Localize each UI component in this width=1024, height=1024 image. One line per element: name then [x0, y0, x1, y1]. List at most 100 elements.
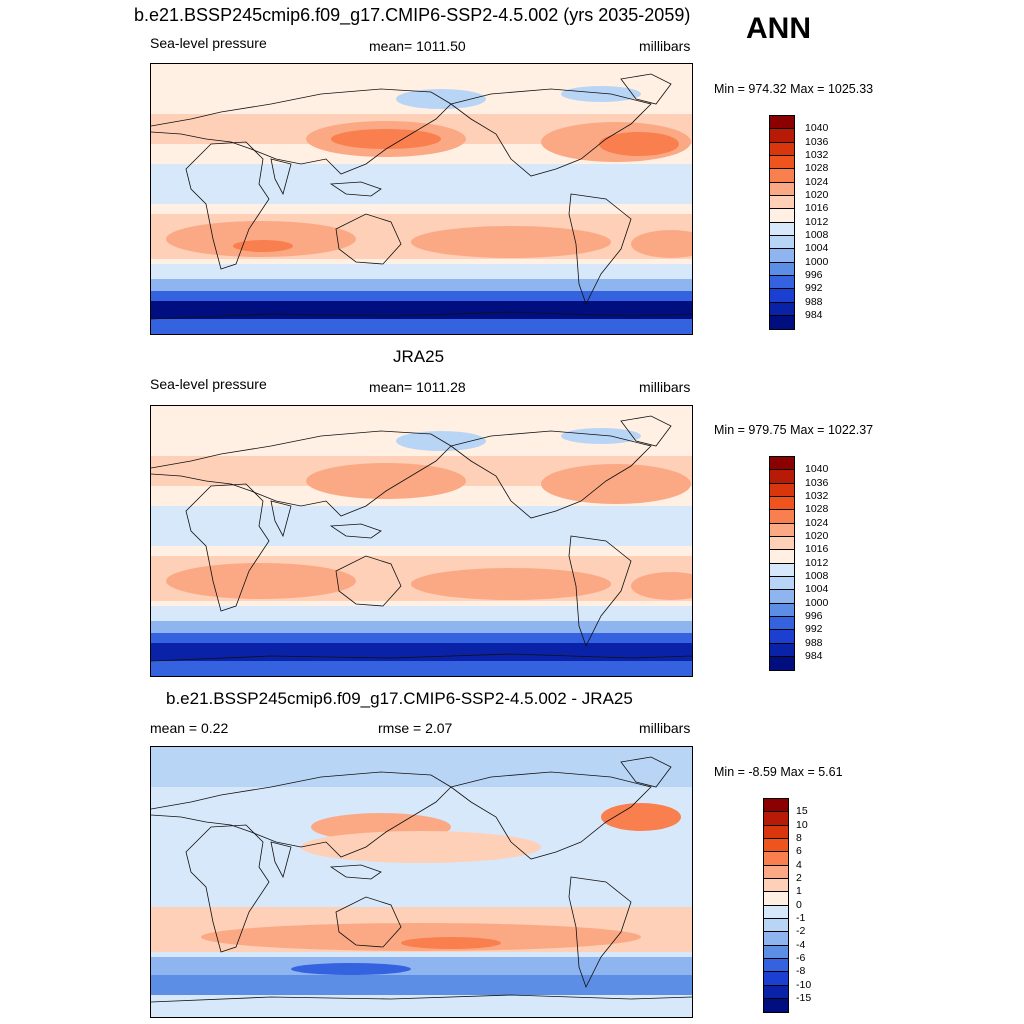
panel-1-minmax: Min = 974.32 Max = 1025.33: [714, 82, 874, 96]
coastline: [568, 193, 632, 306]
colorbar-swatch: [770, 496, 794, 511]
pressure-cell: [306, 463, 466, 499]
colorbar-tick-label: 10: [796, 818, 808, 831]
colorbar-swatch: [770, 249, 794, 263]
colorbar-swatch: [770, 536, 794, 551]
coastline: [568, 876, 632, 989]
coastline: [151, 311, 692, 320]
colorbar-swatch: [770, 643, 794, 657]
panel-3-minmax: Min = -8.59 Max = 5.61: [714, 765, 843, 779]
colorbar-swatch: [764, 905, 788, 919]
pressure-cell: [631, 230, 692, 258]
coastline: [151, 430, 452, 517]
panel-1-variable-label: Sea-level pressure: [150, 35, 267, 51]
pressure-cell: [411, 226, 611, 258]
colorbar-tick-label: 1012: [805, 215, 829, 228]
colorbar-swatch: [770, 470, 794, 484]
colorbar-tick-label: 1008: [805, 228, 829, 241]
colorbar-swatch: [770, 550, 794, 564]
panel-2-colorbar: [769, 456, 795, 672]
coastline: [270, 158, 292, 196]
colorbar-tick-label: 1016: [805, 543, 829, 556]
colorbar-swatch: [770, 656, 794, 671]
colorbar-swatch: [764, 865, 788, 879]
colorbar-swatch: [770, 155, 794, 170]
colorbar-tick-label: 1032: [805, 489, 829, 502]
colorbar-swatch: [770, 483, 794, 497]
colorbar-swatch: [770, 262, 794, 276]
coastline: [450, 88, 652, 177]
pressure-cell: [599, 132, 679, 156]
colorbar-tick-label: 1000: [805, 255, 829, 268]
colorbar-swatch: [770, 182, 794, 196]
colorbar-tick-label: 0: [796, 898, 802, 911]
colorbar-tick-label: 8: [796, 831, 802, 844]
colorbar-tick-label: 1036: [805, 135, 829, 148]
colorbar-tick-label: 1000: [805, 596, 829, 609]
colorbar-swatch: [764, 878, 788, 893]
colorbar-tick-label: 1032: [805, 148, 829, 161]
colorbar-swatch: [764, 958, 788, 973]
pressure-cell: [331, 129, 441, 149]
colorbar-tick-label: 992: [805, 282, 823, 295]
colorbar-swatch: [770, 302, 794, 316]
panel-3-rmse-label: rmse = 2.07: [378, 720, 453, 736]
pressure-cell: [291, 963, 411, 975]
colorbar-tick-label: 992: [805, 623, 823, 636]
colorbar-swatch: [764, 852, 788, 866]
colorbar-tick-label: 984: [805, 308, 823, 321]
colorbar-swatch: [764, 972, 788, 986]
colorbar-swatch: [770, 563, 794, 577]
pressure-cell: [166, 563, 356, 599]
coastline: [329, 864, 382, 880]
panel-2-units-label: millibars: [639, 379, 691, 395]
colorbar-tick-label: 988: [805, 636, 823, 649]
colorbar-tick-label: 1: [796, 885, 802, 898]
colorbar-swatch: [764, 838, 788, 853]
colorbar-swatch: [770, 169, 794, 183]
coastline: [151, 653, 692, 662]
colorbar-tick-label: 1040: [805, 122, 829, 135]
colorbar-swatch: [770, 523, 794, 537]
colorbar-swatch: [764, 945, 788, 959]
coastline: [335, 896, 402, 948]
colorbar-tick-label: 1028: [805, 162, 829, 175]
colorbar-swatch: [764, 985, 788, 999]
colorbar-tick-label: 2: [796, 871, 802, 884]
coastline: [335, 213, 402, 265]
colorbar-tick-label: 1024: [805, 175, 829, 188]
colorbar-tick-label: 1004: [805, 583, 829, 596]
colorbar-swatch: [764, 932, 788, 946]
panel-3-mean-label: mean = 0.22: [150, 720, 229, 736]
coastline: [568, 535, 632, 648]
colorbar-tick-label: 1020: [805, 529, 829, 542]
pressure-cell: [561, 86, 641, 102]
colorbar-tick-label: 1008: [805, 569, 829, 582]
colorbar-swatch: [764, 825, 788, 839]
colorbar-tick-label: -8: [796, 965, 806, 978]
panel-1-map: [150, 63, 693, 335]
colorbar-tick-label: 1012: [805, 556, 829, 569]
coastline: [270, 841, 292, 879]
coastline: [329, 523, 382, 539]
panel-3-units-label: millibars: [639, 720, 691, 736]
colorbar-swatch: [770, 235, 794, 250]
colorbar-swatch: [770, 630, 794, 644]
panel-1-units-label: millibars: [639, 38, 691, 54]
pressure-cell: [396, 89, 486, 109]
colorbar-swatch: [770, 209, 794, 223]
colorbar-tick-label: -1: [796, 911, 806, 924]
colorbar-swatch: [770, 576, 794, 591]
colorbar-swatch: [764, 918, 788, 933]
colorbar-tick-label: -10: [796, 978, 812, 991]
panel-2-minmax: Min = 979.75 Max = 1022.37: [714, 423, 874, 437]
coastline: [620, 73, 672, 105]
colorbar-swatch: [770, 222, 794, 236]
pressure-cell: [601, 803, 681, 831]
colorbar-swatch: [770, 116, 794, 130]
pressure-cell: [541, 464, 691, 504]
pressure-cell: [631, 572, 692, 600]
colorbar-swatch: [770, 289, 794, 303]
colorbar-swatch: [764, 812, 788, 826]
panel-1-colorbar: [769, 115, 795, 331]
